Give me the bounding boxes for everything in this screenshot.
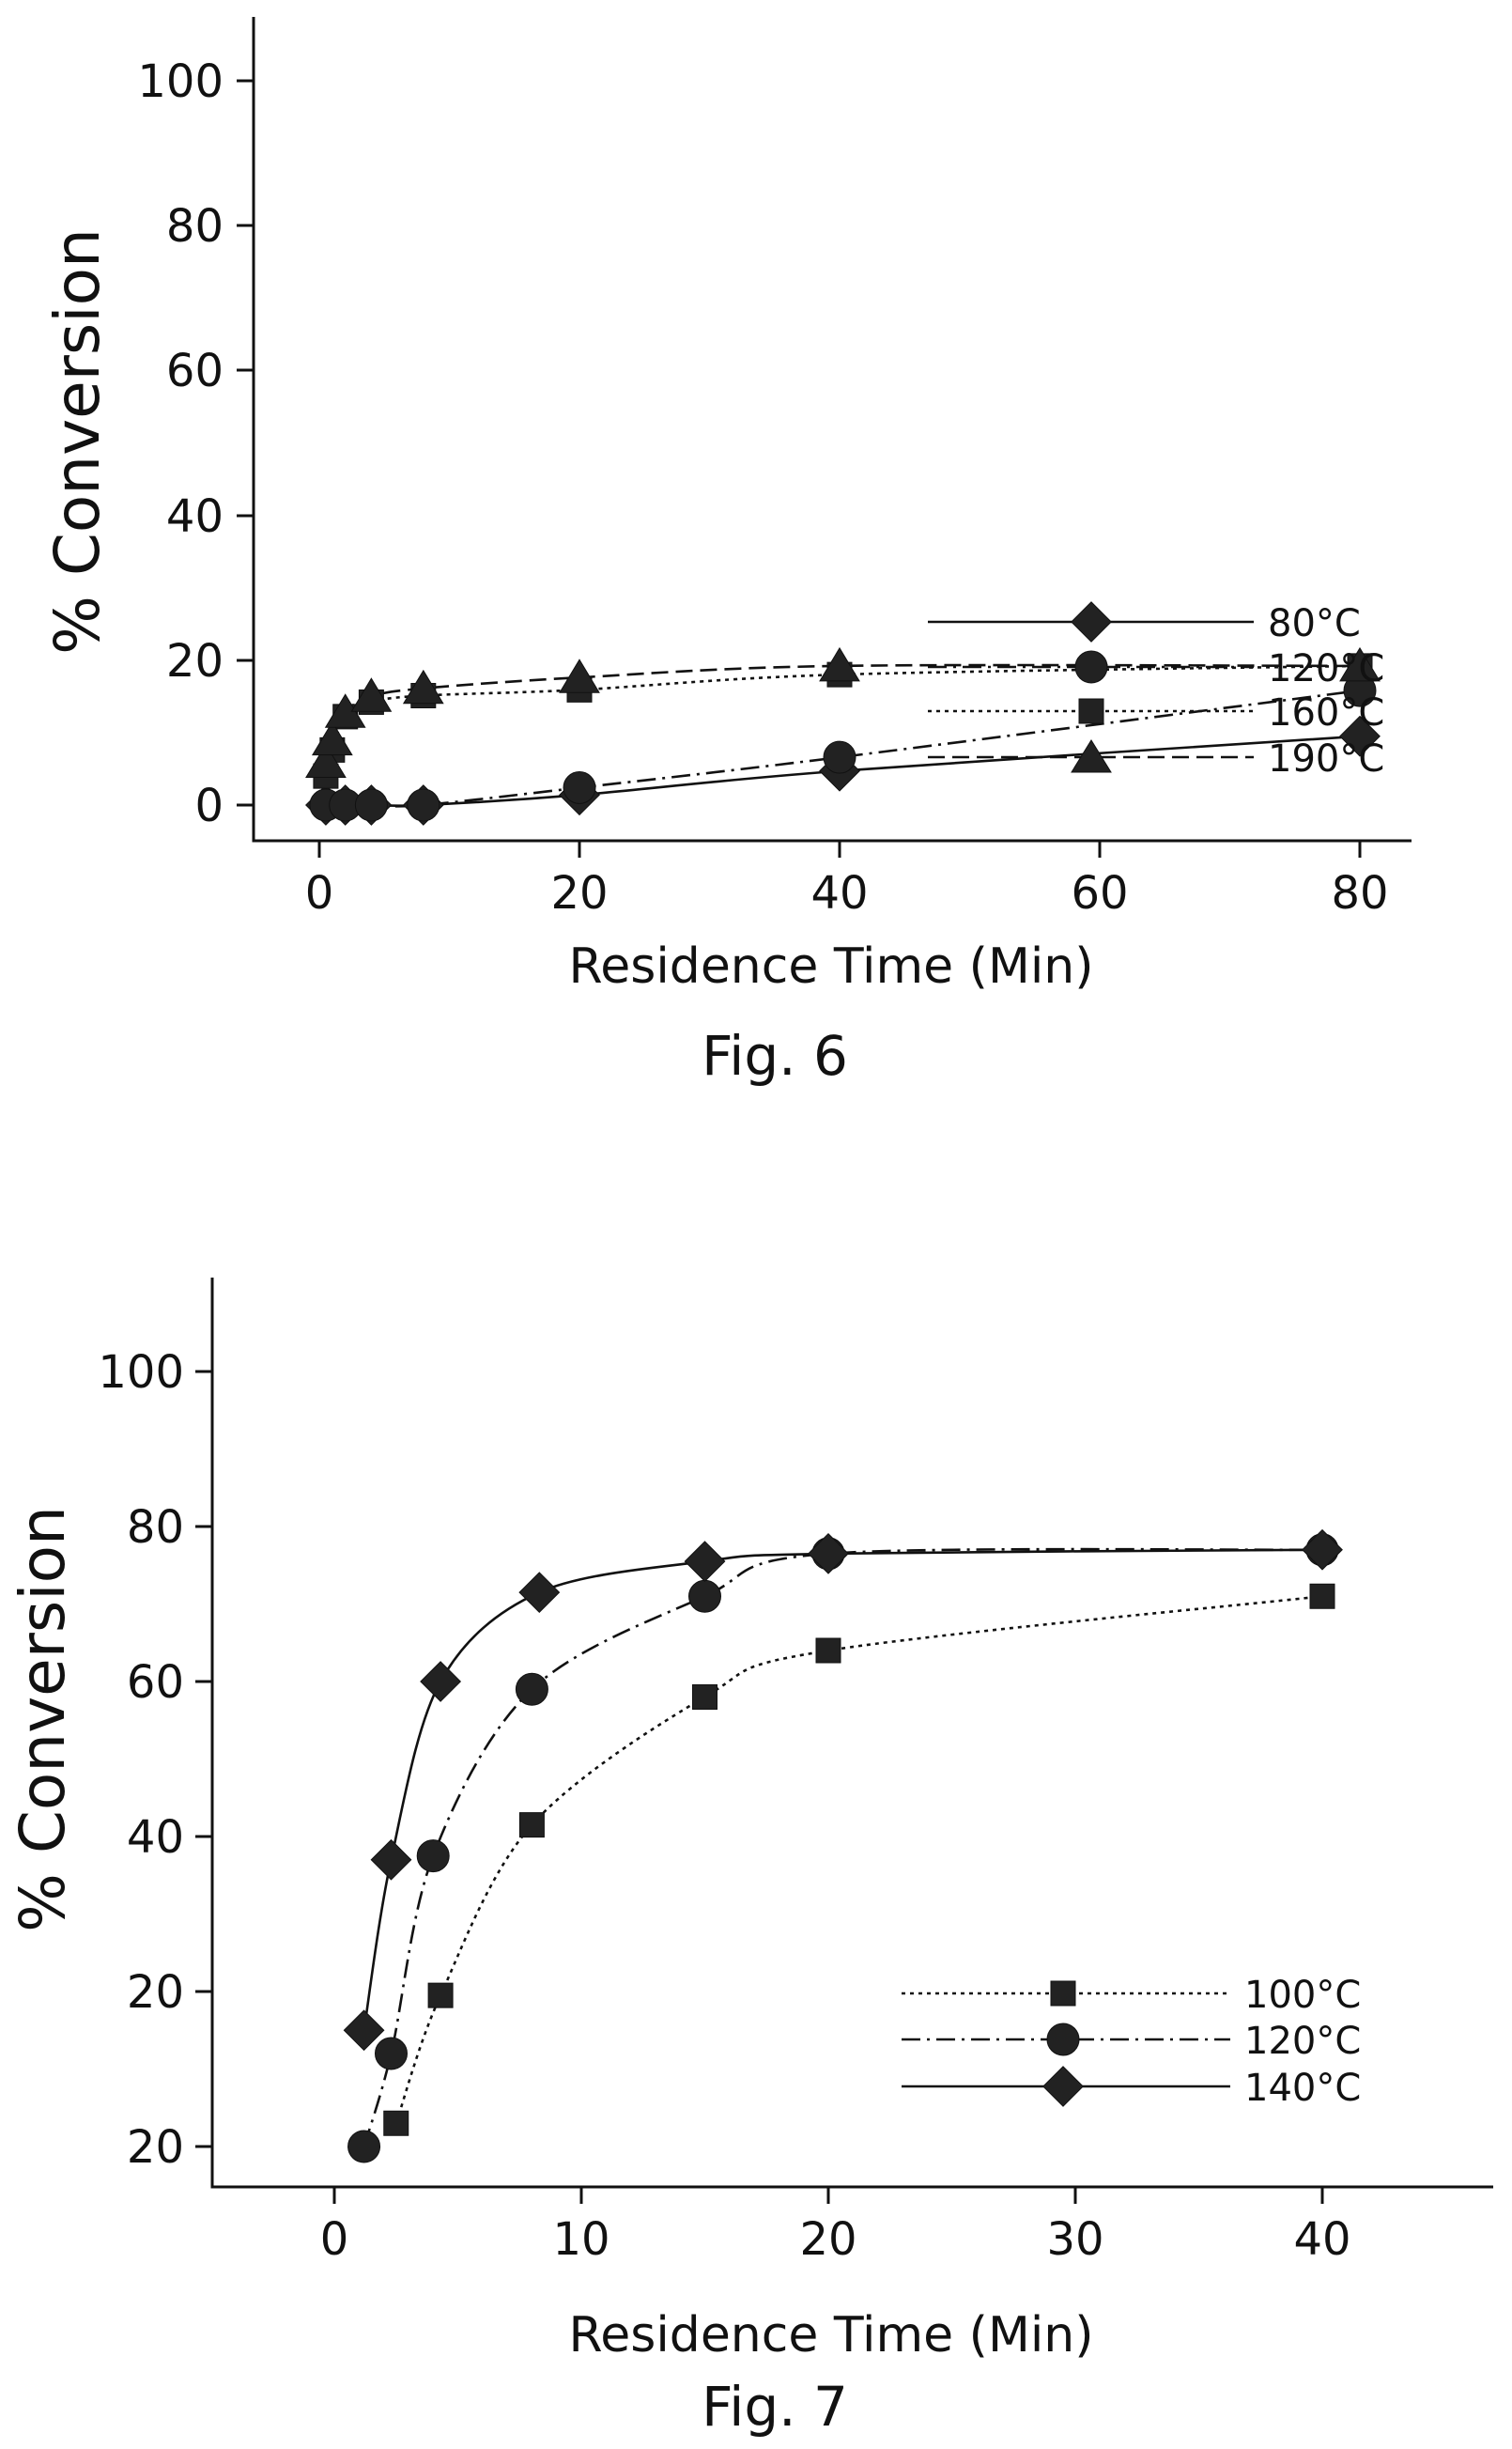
fig7-legend-marker-120c — [1046, 2023, 1080, 2056]
fig7-point-120c — [515, 1672, 548, 1706]
fig6-xtick-label: 0 — [305, 867, 334, 920]
fig6-plot-area — [305, 646, 1381, 826]
fig7-point-140c — [343, 2009, 385, 2052]
fig7-point-140c — [370, 1838, 412, 1881]
fig7-point-140c — [808, 1532, 849, 1574]
fig7-legend-label: 100°C — [1244, 1974, 1361, 2017]
fig6-point-190c — [1339, 646, 1381, 682]
fig7-point-120c — [416, 1839, 450, 1873]
fig6-point-190c — [819, 646, 860, 682]
fig7-point-120c — [374, 2037, 408, 2070]
fig7-point-140c — [420, 1661, 462, 1702]
fig7-point-100c — [383, 2110, 409, 2136]
fig7-xtick-label: 40 — [1293, 2213, 1350, 2266]
fig6-legend-label: 160°C — [1268, 691, 1384, 735]
fig6-legend-label: 190°C — [1268, 737, 1384, 781]
fig6-x-ticks — [317, 841, 1362, 858]
fig7-point-120c — [347, 2130, 381, 2163]
fig7-ytick-label: 20 — [127, 1966, 184, 2019]
fig7-point-100c — [427, 1982, 454, 2008]
fig7-xtick-label: 0 — [320, 2213, 349, 2266]
fig6-caption: Fig. 6 — [702, 1024, 848, 1088]
fig6-point-190c — [305, 743, 347, 778]
fig6-point-120c — [407, 788, 440, 822]
fig6-axes — [252, 17, 1412, 843]
fig7-x-axis-title: Residence Time (Min) — [568, 2307, 1093, 2364]
fig6-x-axis-title: Residence Time (Min) — [568, 938, 1093, 995]
fig6-legend: 80°C 120°C 160°C 190°C — [928, 601, 1384, 781]
fig7-point-100c — [1309, 1583, 1335, 1609]
fig6-legend-marker-190c — [1071, 739, 1112, 773]
fig6-point-190c — [559, 659, 600, 693]
fig7-x-ticks — [332, 2187, 1324, 2204]
fig6-legend-marker-120c — [1074, 650, 1108, 684]
fig6-point-190c — [311, 721, 353, 756]
fig7-xtick-label: 10 — [552, 2213, 609, 2266]
fig7-point-140c — [684, 1541, 726, 1583]
fig6-ytick-label: 40 — [166, 490, 224, 543]
fig7-ytick-label: 60 — [127, 1656, 184, 1709]
fig7-ytick-label: 80 — [127, 1501, 184, 1554]
fig7-point-140c — [518, 1572, 561, 1614]
fig7-point-140c — [1302, 1528, 1343, 1571]
fig7-legend-marker-100c — [1050, 1980, 1076, 2007]
fig7-point-100c — [518, 1812, 545, 1838]
fig6-chart: 100 80 60 40 20 0 0 20 40 60 80 Residenc… — [41, 17, 1412, 1088]
fig6-point-120c — [823, 740, 856, 774]
fig7-series-line-120c — [363, 1547, 1323, 2147]
fig7-point-100c — [692, 1684, 717, 1710]
fig7-plot-area — [343, 1528, 1343, 2163]
fig6-xtick-label: 80 — [1331, 867, 1388, 920]
fig6-ytick-label: 80 — [166, 200, 224, 253]
fig6-ytick-label: 60 — [166, 345, 224, 397]
fig6-point-120c — [354, 788, 388, 822]
fig6-y-ticks — [237, 79, 254, 807]
fig7-axes — [210, 1278, 1493, 2189]
fig7-legend-label: 120°C — [1244, 2020, 1361, 2063]
fig6-legend-label: 120°C — [1268, 647, 1384, 690]
fig7-legend: 100°C 120°C 140°C — [902, 1974, 1361, 2110]
fig6-xtick-label: 20 — [550, 867, 608, 920]
fig6-legend-marker-80c — [1071, 601, 1112, 643]
fig7-ytick-label: 100 — [98, 1346, 184, 1399]
fig6-ytick-label: 0 — [194, 780, 224, 832]
fig6-point-80c — [1339, 715, 1381, 757]
fig6-legend-label: 80°C — [1268, 602, 1361, 645]
fig6-legend-marker-160c — [1078, 698, 1104, 724]
fig7-chart: 100 80 60 40 20 20 0 10 20 30 40 Residen… — [7, 1278, 1493, 2439]
fig6-xtick-label: 40 — [810, 867, 868, 920]
fig6-xtick-label: 60 — [1071, 867, 1128, 920]
fig7-point-120c — [688, 1579, 721, 1613]
fig7-xtick-label: 20 — [799, 2213, 856, 2266]
fig7-y-axis-title: % Conversion — [7, 1506, 79, 1932]
fig6-series-line-190c — [324, 663, 1361, 763]
fig6-point-190c — [402, 669, 444, 705]
fig7-point-100c — [815, 1637, 841, 1664]
fig7-ytick-label: 20 — [127, 2121, 184, 2174]
fig6-point-190c — [350, 677, 393, 712]
fig7-legend-label: 140°C — [1244, 2067, 1361, 2110]
fig6-ytick-label: 100 — [137, 55, 224, 108]
fig7-y-ticks — [195, 1370, 212, 2148]
fig7-xtick-label: 30 — [1046, 2213, 1103, 2266]
fig6-y-axis-title: % Conversion — [41, 228, 114, 655]
fig6-ytick-label: 20 — [166, 635, 224, 688]
fig6-point-120c — [563, 770, 596, 804]
fig7-caption: Fig. 7 — [702, 2375, 848, 2439]
fig7-legend-marker-140c — [1042, 2066, 1084, 2107]
fig7-ytick-label: 40 — [127, 1811, 184, 1864]
